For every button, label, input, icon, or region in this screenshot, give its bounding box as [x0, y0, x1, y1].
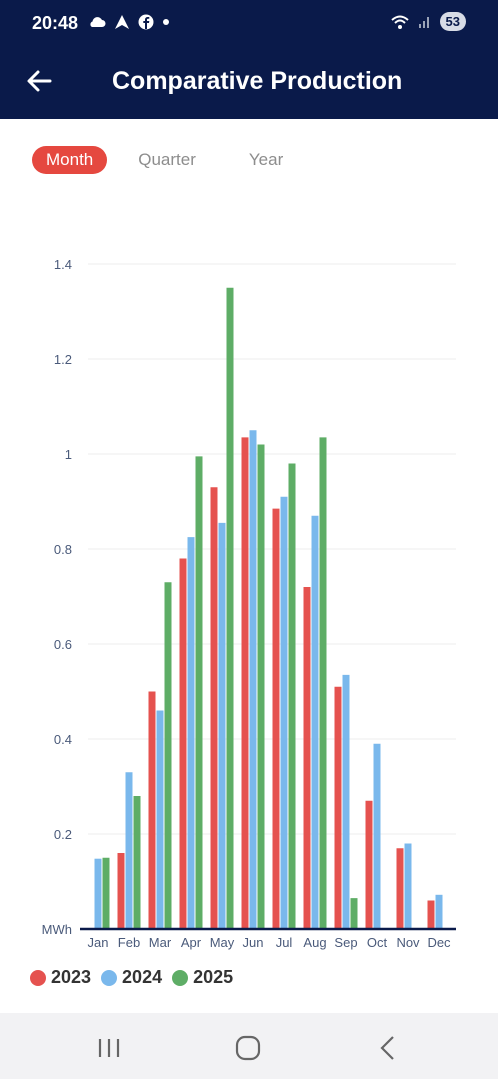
- y-tick-label: 1.4: [54, 257, 72, 272]
- dot-icon: [163, 19, 169, 25]
- y-tick-label: 0.6: [54, 637, 72, 652]
- bar-2023-jun: [241, 437, 249, 929]
- legend-label: 2023: [51, 967, 92, 987]
- battery-indicator: 53: [439, 12, 466, 31]
- bar-2024-jul: [280, 496, 288, 929]
- bar-2025-mar: [164, 582, 172, 929]
- unit-label: MWh: [42, 922, 72, 937]
- bar-2024-jan: [94, 858, 102, 929]
- bar-2024-nov: [404, 843, 412, 929]
- app-header: Comparative Production: [0, 42, 498, 119]
- bar-2024-jun: [249, 430, 257, 929]
- system-back-button[interactable]: [373, 1033, 403, 1063]
- x-tick-label: Mar: [149, 935, 172, 950]
- legend-label: 2024: [122, 967, 163, 987]
- bar-2023-may: [210, 487, 218, 929]
- bar-2024-may: [218, 522, 226, 929]
- bar-2024-dec: [435, 894, 443, 929]
- bar-2023-sep: [334, 686, 342, 929]
- back-chevron-icon: [380, 1036, 394, 1060]
- bar-2025-apr: [195, 456, 203, 929]
- y-tick-label: 1: [65, 447, 72, 462]
- status-right: 53: [390, 12, 466, 31]
- legend-swatch: [172, 969, 189, 986]
- x-tick-label: Jul: [276, 935, 293, 950]
- bar-2024-feb: [125, 772, 133, 929]
- y-tick-label: 0.4: [54, 732, 72, 747]
- cloud-icon: [90, 17, 106, 27]
- status-time: 20:48: [32, 13, 79, 33]
- tab-year[interactable]: Year: [248, 150, 284, 169]
- wifi-icon: [390, 15, 409, 29]
- bar-2025-jul: [288, 463, 296, 929]
- bar-2023-oct: [365, 800, 373, 929]
- bar-2024-oct: [373, 743, 381, 929]
- home-button[interactable]: [233, 1033, 263, 1063]
- legend-swatch: [30, 969, 46, 986]
- status-notification-icons: [88, 14, 170, 30]
- y-tick-label: 0.8: [54, 542, 72, 557]
- status-bar: 20:48 53: [0, 0, 498, 42]
- y-tick-label: 0.2: [54, 827, 72, 842]
- legend-label: 2025: [193, 967, 234, 987]
- x-tick-label: Dec: [427, 935, 451, 950]
- chart-legend: 2023 2024 2025: [30, 967, 243, 988]
- bar-2025-may: [226, 287, 234, 929]
- x-tick-label: Apr: [181, 935, 202, 950]
- x-tick-label: Jun: [243, 935, 264, 950]
- bar-2024-apr: [187, 537, 195, 929]
- arrow-left-icon: [27, 70, 52, 92]
- legend-swatch: [101, 969, 118, 986]
- x-tick-label: Oct: [367, 935, 388, 950]
- bar-2025-jun: [257, 444, 265, 929]
- x-tick-label: Jan: [88, 935, 109, 950]
- bar-2023-mar: [148, 691, 156, 929]
- x-tick-label: Nov: [396, 935, 420, 950]
- bar-2023-nov: [396, 848, 404, 929]
- bar-2023-aug: [303, 587, 311, 929]
- bar-2025-sep: [350, 898, 358, 929]
- legend-item-2023[interactable]: 2023: [30, 967, 91, 988]
- recent-apps-button[interactable]: [94, 1033, 124, 1063]
- production-bar-chart: 0.2 0.4 0.6 0.8 1 1.2 1.4 Jan Feb Mar Apr May Jun Jul…: [42, 257, 456, 950]
- page-title: Comparative Production: [112, 67, 403, 95]
- tab-quarter[interactable]: Quarter: [138, 150, 196, 169]
- bar-2025-jan: [102, 857, 110, 929]
- x-tick-label: Aug: [303, 935, 326, 950]
- tab-month[interactable]: Month: [32, 146, 108, 174]
- x-tick-label: Sep: [334, 935, 357, 950]
- bar-2024-sep: [342, 674, 350, 929]
- facebook-icon: [138, 14, 154, 30]
- bar-2024-mar: [156, 710, 164, 929]
- bar-2023-dec: [427, 900, 435, 929]
- period-tabs: Month Quarter Year: [32, 146, 297, 174]
- bar-2023-jul: [272, 508, 280, 929]
- recent-apps-icon: [98, 1039, 120, 1057]
- bar-2025-feb: [133, 796, 141, 929]
- signal-icon: [418, 16, 429, 28]
- system-nav-bar: [0, 1013, 498, 1079]
- x-tick-label: May: [210, 935, 235, 950]
- legend-item-2024[interactable]: 2024: [101, 967, 162, 988]
- back-button[interactable]: [22, 64, 56, 98]
- home-icon: [235, 1035, 261, 1061]
- legend-item-2025[interactable]: 2025: [172, 967, 233, 988]
- x-tick-label: Feb: [118, 935, 140, 950]
- y-tick-label: 1.2: [54, 352, 72, 367]
- bar-2025-aug: [319, 437, 327, 929]
- arrow-app-icon: [115, 15, 129, 29]
- bar-2023-feb: [117, 853, 125, 929]
- bar-2024-aug: [311, 515, 319, 929]
- bar-2023-apr: [179, 558, 187, 929]
